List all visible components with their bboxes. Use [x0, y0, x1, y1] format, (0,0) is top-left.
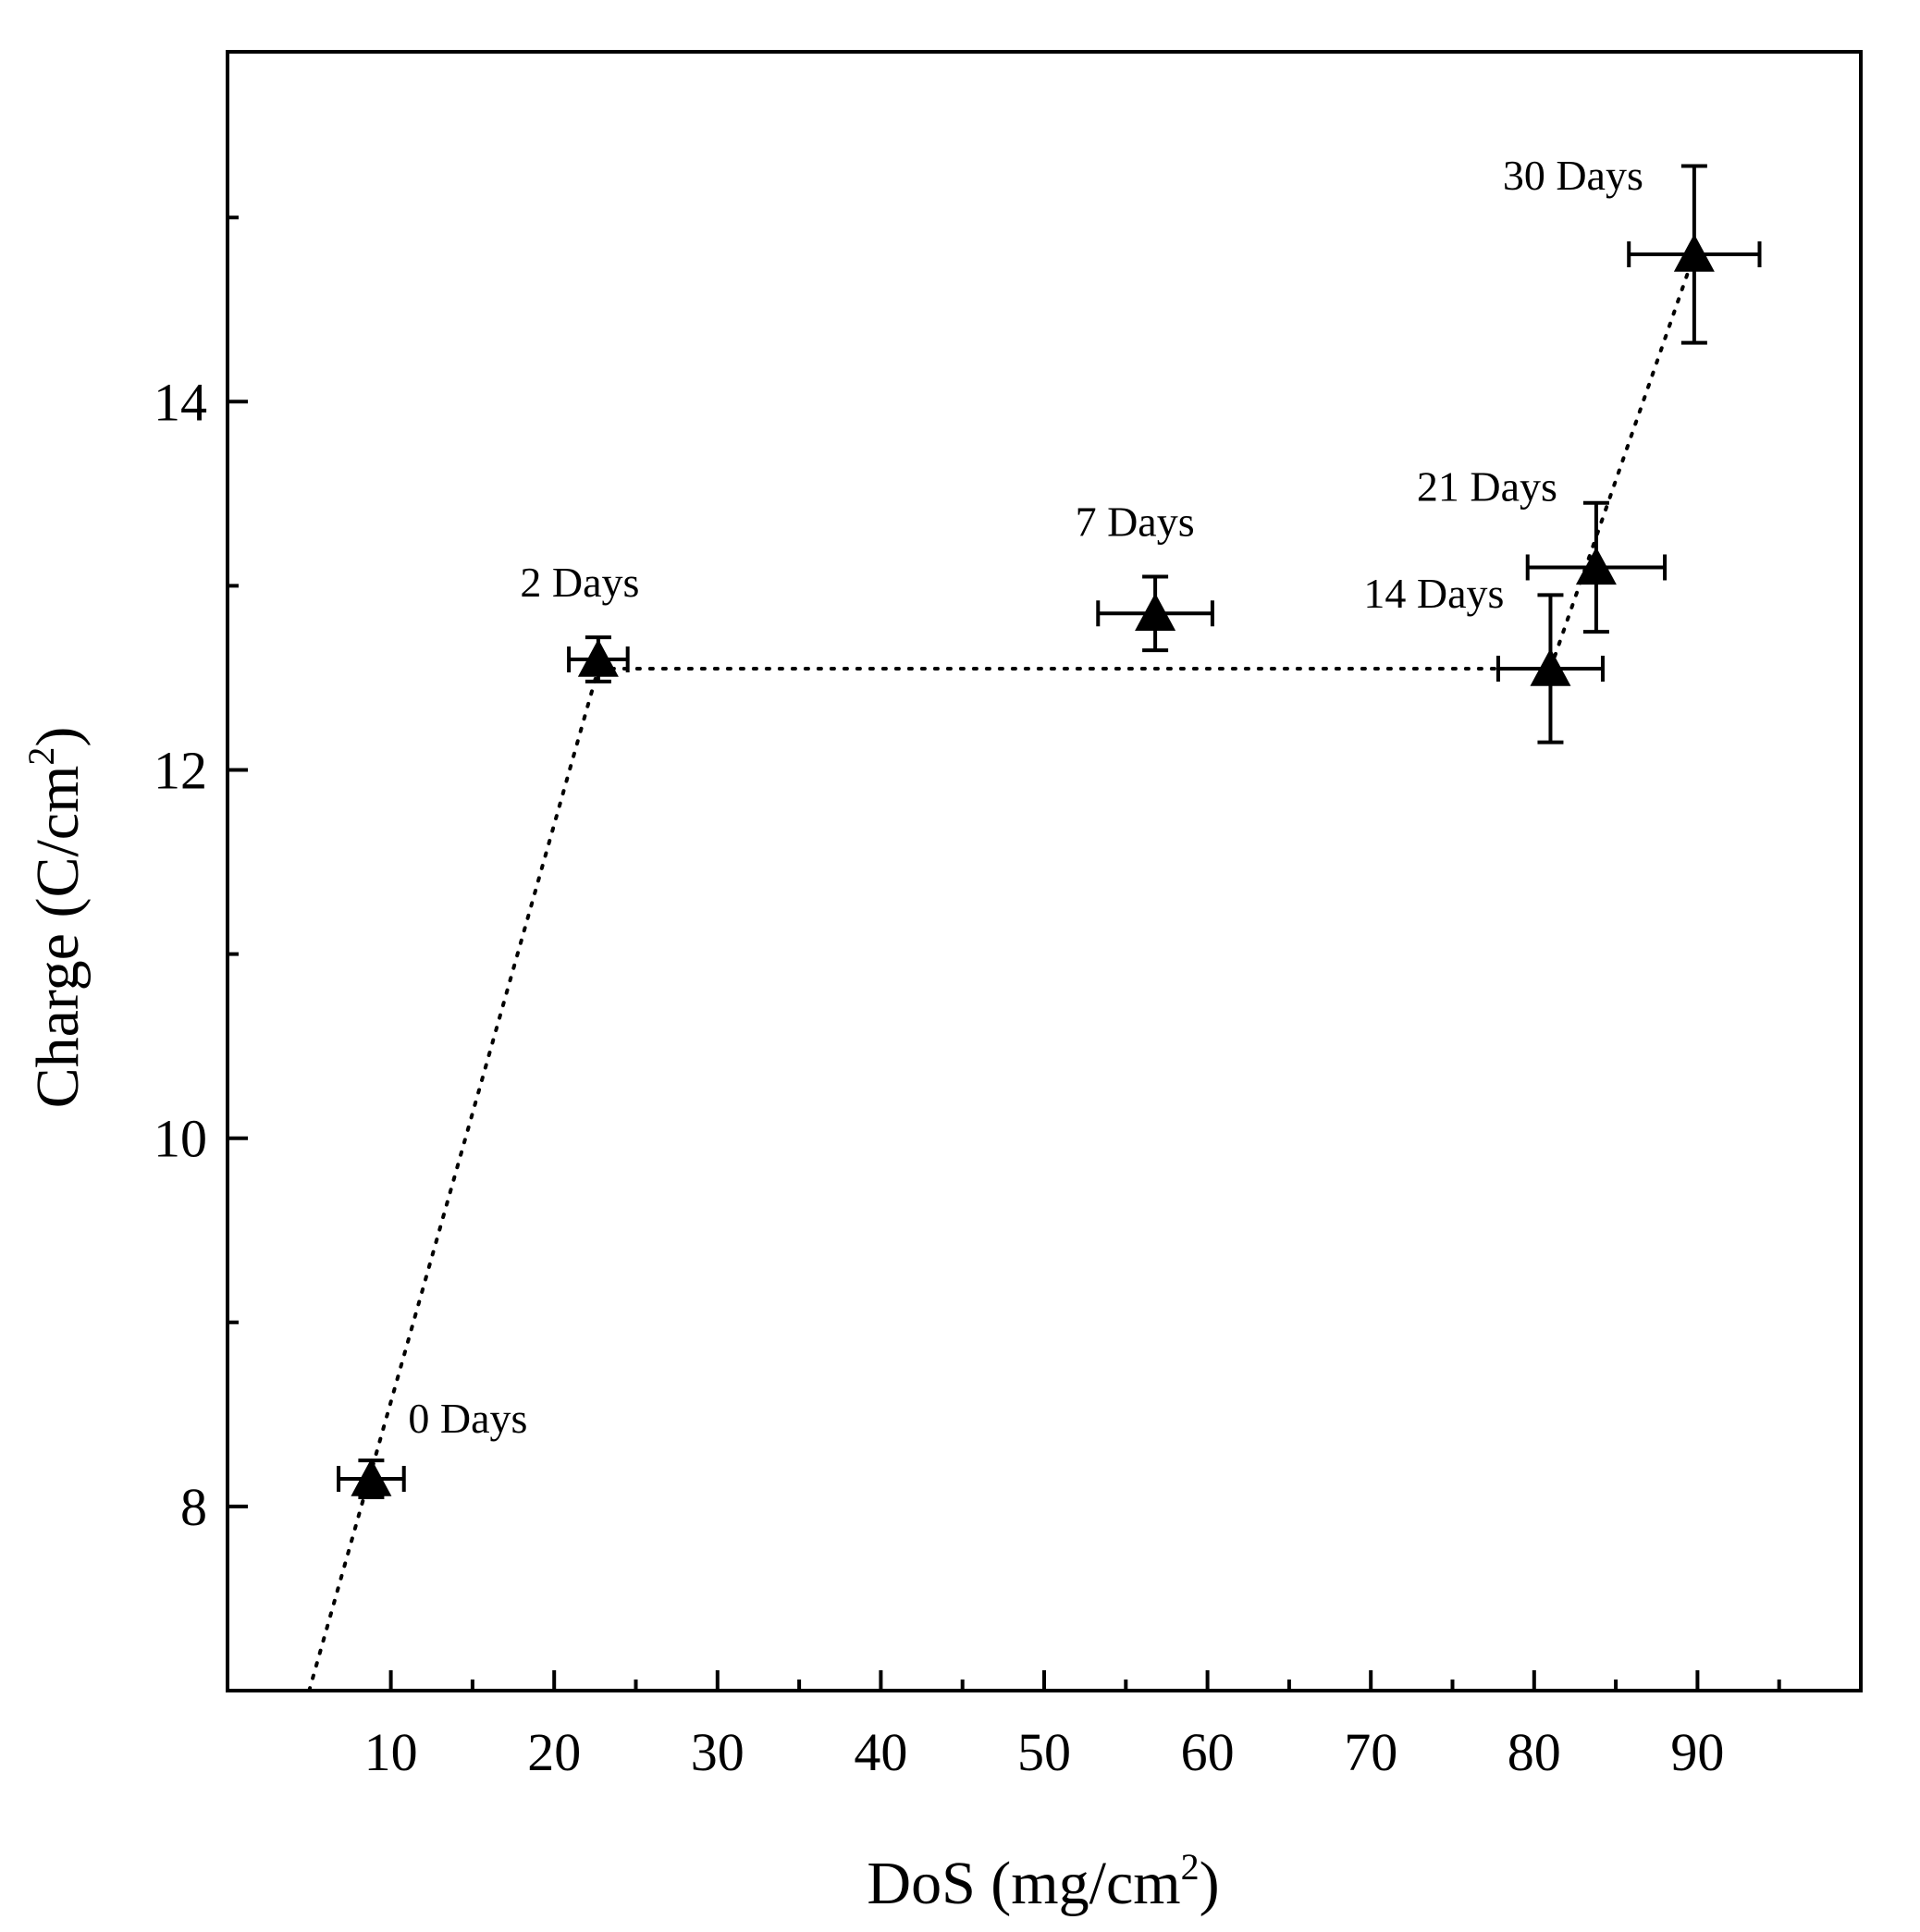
data-point-30-days: 30 Days — [1503, 152, 1762, 345]
x-tick-label: 70 — [1344, 1722, 1397, 1782]
data-point-21-days: 21 Days — [1417, 462, 1668, 634]
x-tick-label: 90 — [1670, 1722, 1724, 1782]
point-label: 0 Days — [408, 1395, 527, 1442]
data-point-2-days: 2 Days — [520, 559, 639, 683]
data-points: 0 Days 2 Days 7 Days 14 Days 21 Days 30 Days — [337, 152, 1762, 1499]
trend-lines — [307, 252, 1696, 1692]
data-point-0-days: 0 Days — [337, 1395, 527, 1499]
x-tick-label: 10 — [364, 1722, 418, 1782]
y-axis-ticks: 8 10 12 14 — [154, 215, 248, 1537]
triangle-marker — [577, 639, 619, 677]
x-tick-label: 40 — [854, 1722, 907, 1782]
triangle-marker — [1673, 234, 1715, 272]
plot-frame — [226, 50, 1863, 1692]
point-label: 30 Days — [1503, 152, 1643, 199]
x-tick-label: 30 — [691, 1722, 745, 1782]
y-axis-title: Charge (C/cm2) — [20, 727, 92, 1109]
point-label: 14 Days — [1363, 570, 1504, 617]
triangle-marker — [1575, 547, 1617, 585]
y-tick-label: 8 — [180, 1477, 207, 1537]
x-axis-ticks: 10 20 30 40 50 60 70 80 90 — [364, 1670, 1781, 1782]
data-point-14-days: 14 Days — [1363, 570, 1605, 744]
triangle-marker — [1530, 647, 1571, 686]
x-tick-label: 50 — [1017, 1722, 1071, 1782]
data-point-7-days: 7 Days — [1076, 498, 1214, 653]
triangle-marker — [351, 1458, 392, 1496]
x-tick-label: 60 — [1181, 1722, 1235, 1782]
point-label: 2 Days — [520, 559, 639, 606]
point-label: 7 Days — [1076, 498, 1195, 545]
trend-line-1 — [307, 666, 600, 1692]
x-axis-title: DoS (mg/cm2) — [867, 1846, 1219, 1917]
y-tick-label: 10 — [154, 1109, 207, 1169]
y-tick-label: 14 — [154, 372, 207, 432]
y-tick-label: 12 — [154, 740, 207, 800]
point-label: 21 Days — [1417, 462, 1557, 510]
triangle-marker — [1135, 593, 1176, 631]
trend-line-3 — [1548, 252, 1696, 671]
x-tick-label: 80 — [1508, 1722, 1561, 1782]
x-tick-label: 20 — [527, 1722, 581, 1782]
